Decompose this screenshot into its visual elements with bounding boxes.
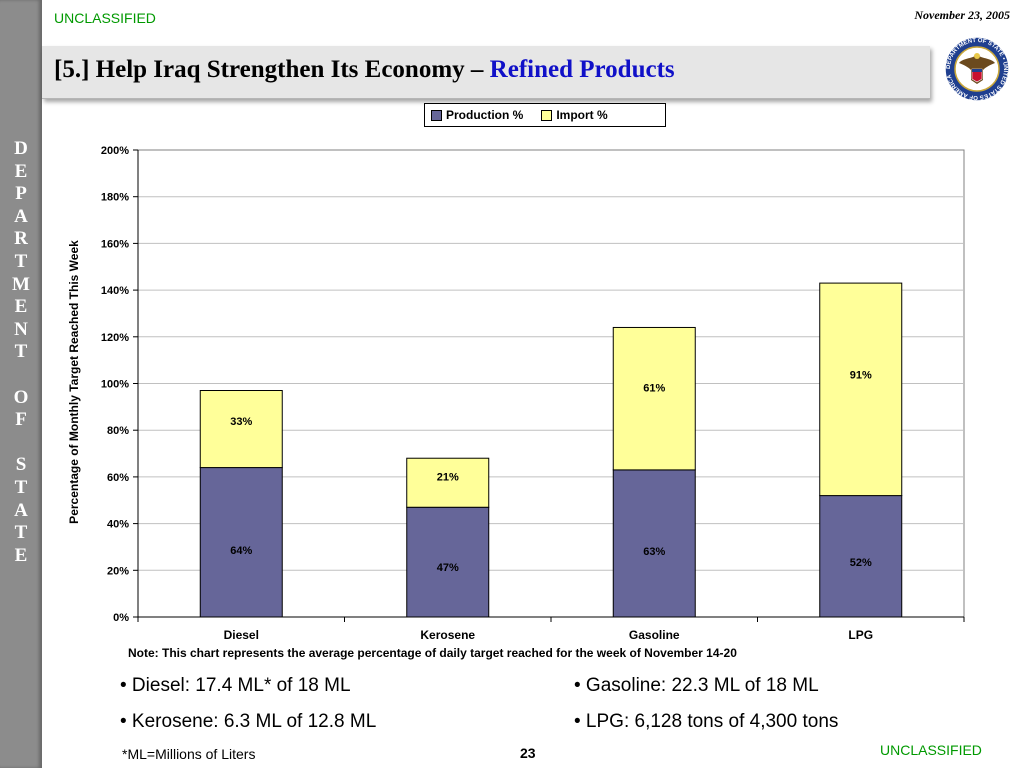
- y-tick-label: 60%: [107, 472, 129, 484]
- title-main: [5.] Help Iraq Strengthen Its Economy –: [54, 56, 490, 83]
- data-label: 63%: [643, 546, 665, 558]
- data-label: 47%: [437, 562, 459, 574]
- y-tick-label: 100%: [101, 379, 129, 391]
- bar-production: [199, 467, 283, 618]
- bullet-kerosene: • Kerosene: 6.3 ML of 12.8 ML: [120, 711, 377, 732]
- sidebar-letter: P: [15, 183, 27, 205]
- y-tick-label: 180%: [101, 192, 129, 204]
- y-tick-label: 0%: [113, 612, 129, 624]
- slide-date: November 23, 2005: [914, 8, 1010, 22]
- sidebar-letter: T: [14, 341, 28, 363]
- y-tick-label: 40%: [107, 519, 129, 531]
- chart-note: Note: This chart represents the average …: [128, 646, 737, 660]
- data-label: 52%: [850, 557, 872, 569]
- bullet-lpg: • LPG: 6,128 tons of 4,300 tons: [574, 711, 839, 732]
- y-tick-label: 20%: [107, 565, 129, 577]
- bullet-gasoline: • Gasoline: 22.3 ML of 18 ML: [574, 675, 819, 696]
- data-label: 33%: [230, 416, 252, 428]
- title-accent: Refined Products: [489, 56, 675, 83]
- sidebar-letter: E: [14, 544, 28, 566]
- slide-title: [5.] Help Iraq Strengthen Its Economy – …: [54, 56, 675, 84]
- footnote: *ML=Millions of Liters: [122, 746, 256, 762]
- legend-swatch-production: [431, 109, 442, 121]
- x-tick-label: Diesel: [224, 628, 259, 642]
- x-tick-label: LPG: [848, 628, 873, 642]
- sidebar-letter: D: [14, 138, 28, 159]
- bar-import: [612, 326, 696, 471]
- sidebar-letter: F: [15, 409, 27, 431]
- y-tick-label: 160%: [101, 238, 129, 250]
- sidebar-letter: T: [14, 476, 28, 498]
- sidebar-letter: M: [12, 273, 30, 295]
- bullet-diesel: • Diesel: 17.4 ML* of 18 ML: [120, 675, 351, 696]
- y-tick-label: 200%: [101, 145, 129, 157]
- sidebar-letter: E: [14, 160, 28, 182]
- data-label: 61%: [643, 383, 665, 395]
- legend-item-production: Production %: [431, 108, 523, 122]
- data-label: 21%: [437, 471, 459, 483]
- chart-legend: Production % Import %: [424, 103, 666, 127]
- data-label: 91%: [850, 370, 872, 382]
- sidebar-letter: T: [14, 250, 28, 272]
- sidebar-letter: A: [14, 205, 28, 227]
- legend-swatch-import: [541, 109, 553, 121]
- sidebar-letter: T: [14, 522, 28, 544]
- y-tick-label: 120%: [101, 332, 129, 344]
- classification-top: UNCLASSIFIED: [54, 10, 156, 26]
- sidebar-letter: N: [14, 318, 28, 340]
- sidebar-letter: A: [14, 499, 28, 521]
- legend-item-import: Import %: [541, 108, 608, 122]
- page-number: 23: [520, 745, 536, 761]
- y-tick-label: 80%: [107, 425, 129, 437]
- sidebar-letter: R: [14, 228, 28, 250]
- sidebar-letter: S: [15, 454, 27, 476]
- bar-production: [819, 495, 903, 618]
- bar-import: [819, 282, 903, 497]
- classification-bottom: UNCLASSIFIED: [880, 742, 982, 758]
- y-tick-label: 140%: [101, 285, 129, 297]
- bar-import: [406, 457, 490, 508]
- bar-import: [199, 390, 283, 469]
- sidebar-letter: O: [13, 386, 29, 408]
- sidebar-letter: E: [14, 296, 28, 318]
- bar-production: [406, 506, 490, 618]
- legend-label-import: Import %: [556, 108, 608, 122]
- legend-label-production: Production %: [446, 108, 524, 122]
- x-tick-label: Kerosene: [420, 628, 475, 642]
- title-bar: [42, 46, 930, 99]
- bar-production: [612, 469, 696, 618]
- data-label: 64%: [230, 545, 252, 557]
- department-of-state-seal-icon: DEPARTMENT OF STATE • UNITED STATES OF A…: [944, 36, 1010, 102]
- x-tick-label: Gasoline: [629, 628, 680, 642]
